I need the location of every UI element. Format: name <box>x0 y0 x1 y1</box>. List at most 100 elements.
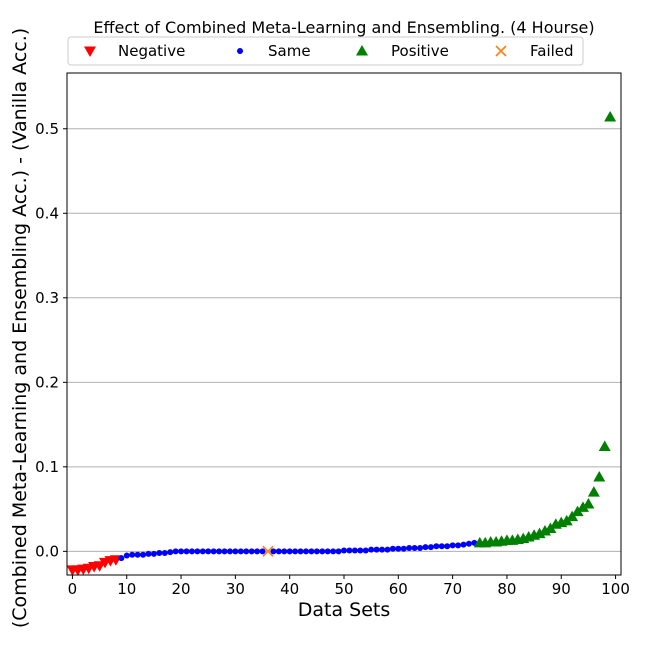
same-data-point <box>237 548 244 555</box>
same-data-point <box>129 551 136 558</box>
same-data-point <box>140 551 147 558</box>
same-data-point <box>395 545 402 552</box>
same-data-point <box>460 541 467 548</box>
same-data-point <box>373 546 380 553</box>
same-data-point <box>330 548 337 555</box>
same-data-point <box>243 548 250 555</box>
y-tick-label: 0.1 <box>35 458 59 476</box>
legend-frame <box>67 36 584 66</box>
positive-data-point <box>587 486 600 497</box>
same-data-point <box>465 540 472 547</box>
x-tick-label: 80 <box>497 580 516 598</box>
same-data-point <box>118 555 125 562</box>
same-data-point <box>188 548 195 555</box>
x-tick-label: 10 <box>117 580 136 598</box>
y-tick-label: 0.5 <box>35 120 59 138</box>
same-data-point <box>422 544 429 551</box>
same-data-point <box>346 547 353 554</box>
x-tick-label: 100 <box>601 580 630 598</box>
legend-label-same: Same <box>268 42 311 60</box>
same-data-point <box>341 547 347 554</box>
same-data-point <box>308 548 315 555</box>
same-data-point <box>226 548 233 555</box>
same-data-point <box>286 548 293 555</box>
same-data-point <box>259 548 266 555</box>
legend-marker-positive <box>356 45 368 56</box>
same-data-point <box>221 548 228 555</box>
same-data-point <box>281 548 288 555</box>
x-tick-label: 40 <box>280 580 299 598</box>
same-data-point <box>362 547 369 554</box>
same-data-point <box>275 548 282 555</box>
same-data-point <box>357 547 364 554</box>
same-data-point <box>178 548 185 555</box>
same-data-point <box>449 542 456 549</box>
legend-marker-negative <box>84 46 96 57</box>
x-axis-label: Data Sets <box>298 599 391 621</box>
same-data-point <box>389 545 396 552</box>
positive-data-point <box>544 522 557 534</box>
same-data-point <box>302 548 309 555</box>
same-data-point <box>379 546 386 553</box>
same-data-point <box>172 548 179 555</box>
failed-data-point <box>262 545 274 557</box>
same-data-point <box>216 548 223 555</box>
same-data-point <box>444 543 451 550</box>
same-data-point <box>232 548 239 555</box>
x-tick-label: 30 <box>226 580 245 598</box>
legend-marker-failed <box>495 45 507 57</box>
same-data-point <box>324 548 331 555</box>
y-tick-label: 0.2 <box>35 373 59 391</box>
same-data-point <box>427 544 434 551</box>
legend: Negative Same Positive Failed <box>67 36 584 66</box>
x-tick-label: 90 <box>552 580 571 598</box>
same-data-point <box>183 548 190 555</box>
same-data-point <box>297 548 304 555</box>
y-tick-label: 0.3 <box>35 289 59 307</box>
x-tick-label: 70 <box>443 580 462 598</box>
same-data-point <box>270 548 277 555</box>
data-points <box>66 110 617 576</box>
same-data-point <box>205 548 212 555</box>
same-data-point <box>161 550 168 557</box>
y-axis-ticks: 0.0 0.1 0.2 0.3 0.4 0.5 <box>35 120 67 560</box>
same-data-point <box>433 543 440 550</box>
chart-title: Effect of Combined Meta-Learning and Ens… <box>93 18 594 37</box>
positive-data-point <box>571 505 584 517</box>
legend-label-failed: Failed <box>530 42 574 60</box>
same-data-point <box>199 548 206 555</box>
x-tick-label: 0 <box>68 580 78 598</box>
same-data-point <box>319 548 326 555</box>
same-data-point <box>368 546 375 553</box>
same-data-point <box>194 548 201 555</box>
y-tick-label: 0.4 <box>35 204 59 222</box>
same-data-point <box>400 545 407 552</box>
same-data-point <box>134 551 141 558</box>
same-data-point <box>384 546 391 553</box>
y-axis-label: (Combined Meta-Learning and Ensembling A… <box>9 28 31 628</box>
same-data-point <box>156 550 163 557</box>
positive-data-point <box>582 498 595 509</box>
x-tick-label: 60 <box>389 580 408 598</box>
positive-data-point <box>604 110 617 122</box>
positive-data-point <box>560 514 573 526</box>
same-data-point <box>145 550 152 557</box>
same-data-point <box>313 548 320 555</box>
same-data-point <box>150 550 157 557</box>
legend-label-negative: Negative <box>118 42 185 60</box>
same-data-point <box>210 548 217 555</box>
same-data-point <box>351 547 358 554</box>
x-axis-ticks: 0 10 20 30 40 50 60 70 80 90 100 <box>68 575 630 598</box>
positive-data-point <box>598 440 611 452</box>
legend-label-positive: Positive <box>391 42 449 60</box>
x-tick-label: 20 <box>172 580 191 598</box>
same-data-point <box>254 548 261 555</box>
plot-area-frame <box>66 72 622 576</box>
same-data-point <box>438 543 445 550</box>
same-data-point <box>248 548 255 555</box>
same-data-point <box>455 542 462 549</box>
y-tick-label: 0.0 <box>35 542 59 560</box>
x-tick-label: 50 <box>334 580 353 598</box>
same-data-point <box>406 544 413 551</box>
